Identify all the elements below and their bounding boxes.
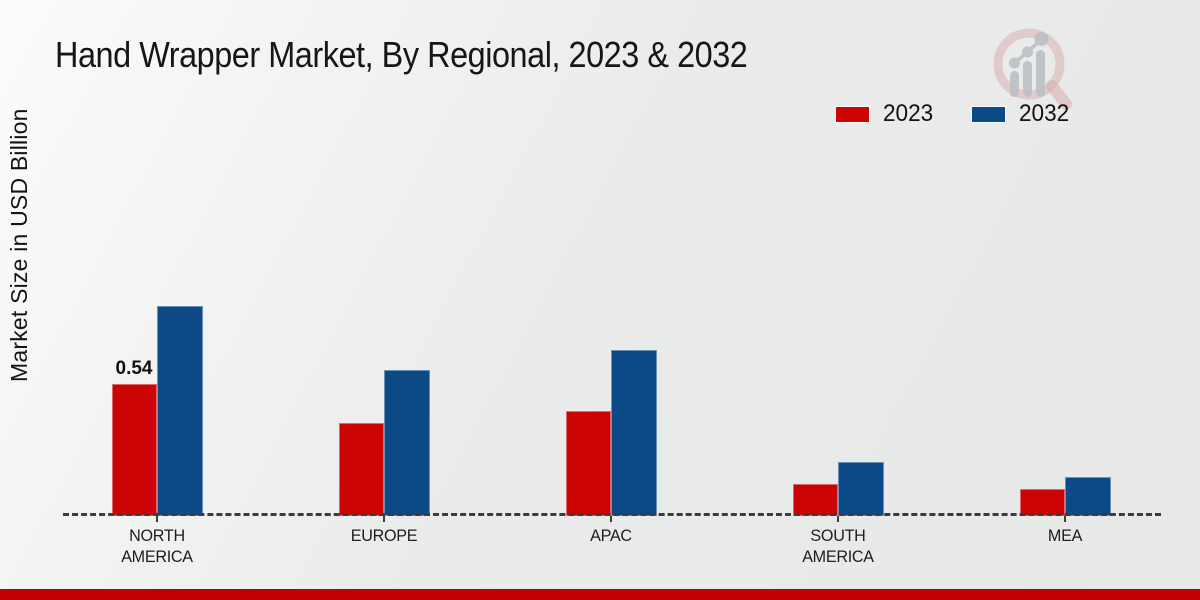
legend-swatch-2023-icon <box>836 106 869 122</box>
brand-watermark-icon <box>993 28 1072 110</box>
bar-2032-apac <box>610 350 657 516</box>
x-axis-tick <box>382 516 385 522</box>
x-axis-label-north-america: NORTH AMERICA <box>120 526 193 567</box>
x-axis-label-europe: EUROPE <box>350 526 417 545</box>
x-axis-line <box>63 513 1161 516</box>
bar-value-label-2023-north-america: 0.54 <box>115 358 153 379</box>
bar-2032-europe <box>383 370 430 516</box>
chart-title: Hand Wrapper Market, By Regional, 2023 &… <box>55 34 748 75</box>
bar-2023-mea <box>1019 489 1065 516</box>
legend-item-2023: 2023 <box>836 100 936 128</box>
x-axis-label-apac: APAC <box>589 526 632 545</box>
legend-item-2032: 2032 <box>972 100 1072 128</box>
bar-2032-south-america <box>837 462 884 516</box>
legend-label-2032: 2032 <box>1019 100 1070 127</box>
bar-2032-mea <box>1064 477 1111 516</box>
legend-label-2023: 2023 <box>883 100 934 127</box>
legend-swatch-2032-icon <box>972 106 1006 122</box>
x-axis-label-mea: MEA <box>1047 526 1082 545</box>
bar-2023-north-america <box>111 384 157 516</box>
bar-2023-south-america <box>792 484 838 516</box>
x-axis-tick <box>155 516 158 522</box>
bar-2023-europe <box>338 423 384 516</box>
x-axis-tick <box>1063 516 1066 522</box>
legend: 2023 2032 <box>836 100 1073 128</box>
footer-accent-bar <box>0 589 1200 600</box>
x-axis-label-south-america: SOUTH AMERICA <box>801 526 874 567</box>
x-axis-tick <box>609 516 612 522</box>
bar-2023-apac <box>565 411 611 516</box>
x-axis-tick <box>836 516 839 522</box>
bar-2032-north-america <box>156 306 203 516</box>
